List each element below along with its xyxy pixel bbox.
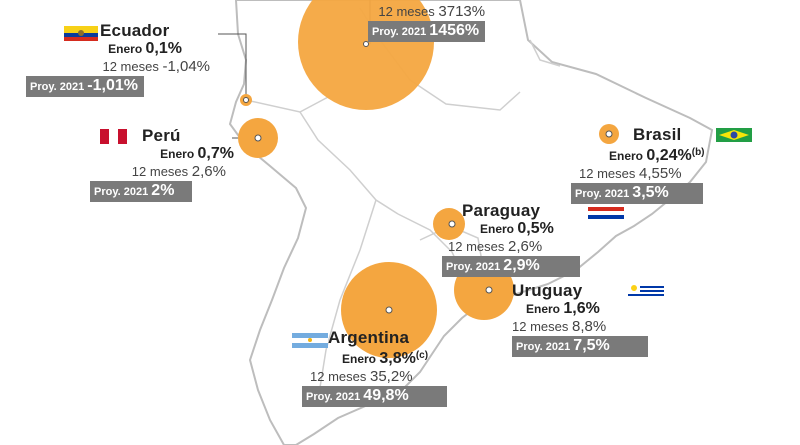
country-name: Brasil [633,125,682,144]
country-name: Ecuador [100,21,170,40]
label-brasil: Brasil Enero 0,24%(b) 12 meses 4,55% Pro… [571,126,761,204]
paraguay-proy: Proy. 2021 2,9% [442,256,580,277]
brasil-12m: 12 meses 4,55% [579,165,682,182]
uruguay-12m: 12 meses 8,8% [512,318,607,335]
uruguay-proy: Proy. 2021 7,5% [512,336,648,357]
uruguay-flag-icon [628,284,664,298]
brasil-jan: Enero 0,24%(b) [609,147,705,164]
label-peru: Perú Enero 0,7% 12 meses 2,6% Proy. 2021… [90,127,234,202]
country-name: Argentina [328,328,410,347]
ecuador-flag-icon [64,26,98,41]
ecuador-jan: Enero 0,1% [108,40,182,57]
peru-jan: Enero 0,7% [160,145,234,162]
ecuador-proy: Proy. 2021 -1,01% [26,76,144,97]
label-argentina: Argentina Enero 3,8%(c) 12 meses 35,2% P… [302,329,447,407]
venezuela-proy: Proy. 2021 1456% [368,21,486,42]
country-name: Perú [142,126,181,145]
argentina-jan: Enero 3,8%(c) [342,350,429,367]
argentina-12m: 12 meses 35,2% [310,368,413,385]
label-venezuela: 12 meses 3713% Proy. 2021 1456% [368,3,486,42]
brasil-flag-icon [716,128,752,142]
argentina-proy: Proy. 2021 49,8% [302,386,447,407]
peru-flag-icon [100,129,127,144]
label-uruguay: Uruguay Enero 1,6% 12 meses 8,8% Proy. 2… [512,282,648,357]
paraguay-flag-icon [588,207,624,219]
bubble-markers [243,41,613,314]
ecuador-12m: 12 meses -1,04% [102,58,210,75]
peru-12m: 12 meses 2,6% [131,163,226,180]
brasil-proy: Proy. 2021 3,5% [571,183,703,204]
country-name: Uruguay [512,281,583,300]
label-paraguay: Paraguay Enero 0,5% 12 meses 2,6% Proy. … [442,202,580,277]
argentina-flag-icon [292,333,328,348]
label-ecuador: Ecuador Enero 0,1% 12 meses -1,04% Proy.… [26,22,216,97]
paraguay-12m: 12 meses 2,6% [448,238,543,255]
country-name: Paraguay [462,201,541,220]
venezuela-12m: 12 meses 3713% [378,3,486,20]
uruguay-jan: Enero 1,6% [526,300,600,317]
paraguay-jan: Enero 0,5% [480,220,554,237]
peru-proy: Proy. 2021 2% [90,181,193,202]
